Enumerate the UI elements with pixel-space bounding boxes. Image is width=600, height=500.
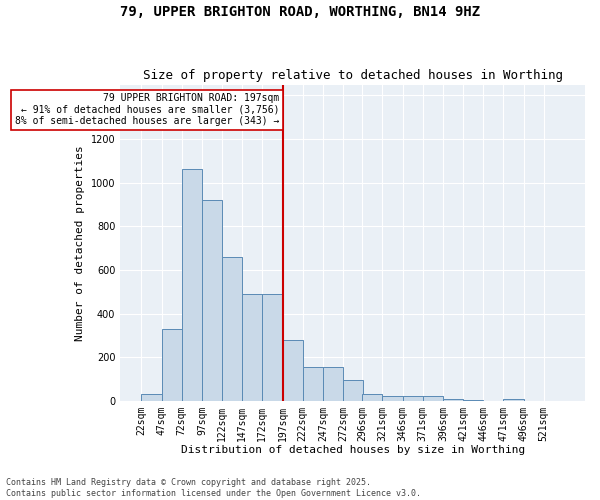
Bar	[403, 396, 423, 400]
Bar	[262, 294, 283, 401]
Bar	[503, 398, 524, 400]
Text: 79 UPPER BRIGHTON ROAD: 197sqm
← 91% of detached houses are smaller (3,756)
8% o: 79 UPPER BRIGHTON ROAD: 197sqm ← 91% of …	[15, 94, 279, 126]
Bar	[343, 380, 363, 400]
X-axis label: Distribution of detached houses by size in Worthing: Distribution of detached houses by size …	[181, 445, 525, 455]
Bar	[362, 394, 382, 400]
Bar	[222, 257, 242, 400]
Bar	[382, 396, 403, 400]
Y-axis label: Number of detached properties: Number of detached properties	[75, 145, 85, 340]
Bar	[423, 396, 443, 400]
Bar	[302, 367, 323, 400]
Bar	[283, 340, 302, 400]
Bar	[202, 200, 222, 400]
Bar	[182, 168, 202, 400]
Text: Contains HM Land Registry data © Crown copyright and database right 2025.
Contai: Contains HM Land Registry data © Crown c…	[6, 478, 421, 498]
Bar	[443, 398, 463, 400]
Title: Size of property relative to detached houses in Worthing: Size of property relative to detached ho…	[143, 69, 563, 82]
Bar	[323, 367, 343, 400]
Bar	[142, 394, 161, 400]
Bar	[161, 329, 182, 400]
Text: 79, UPPER BRIGHTON ROAD, WORTHING, BN14 9HZ: 79, UPPER BRIGHTON ROAD, WORTHING, BN14 …	[120, 5, 480, 19]
Bar	[242, 294, 262, 401]
